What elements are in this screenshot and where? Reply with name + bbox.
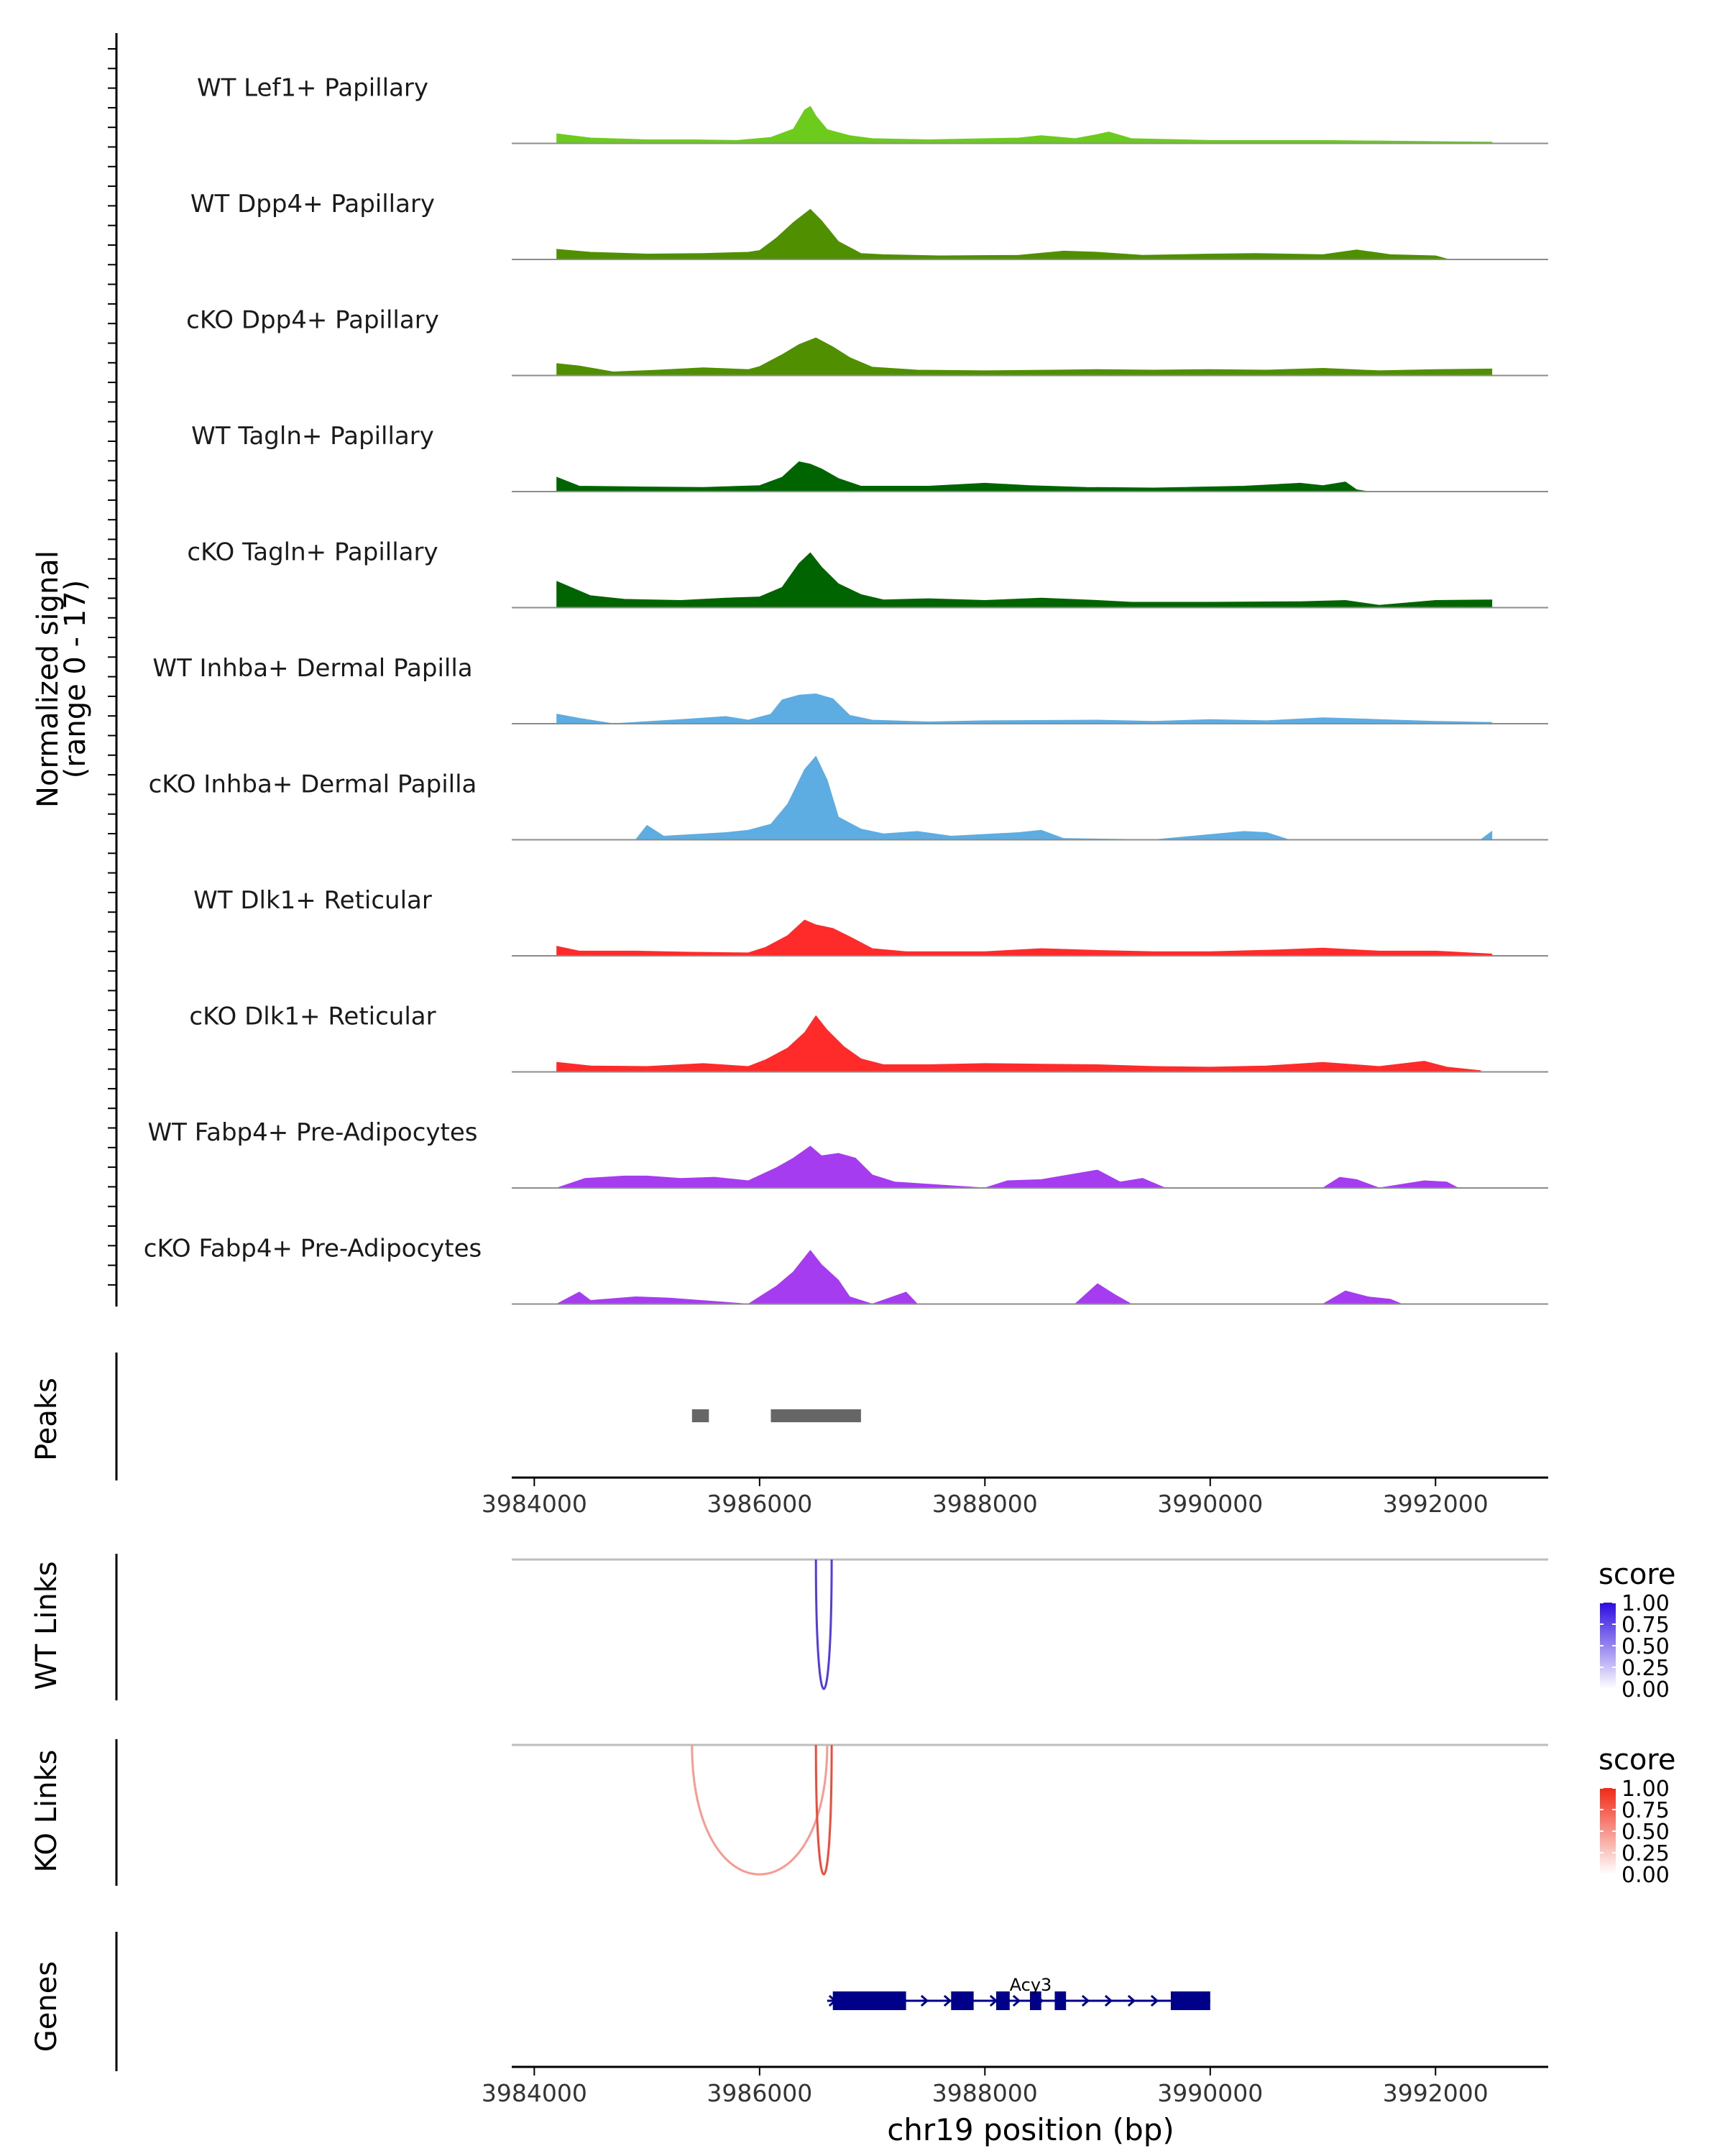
x-axis-title: chr19 position (bp) [887,2112,1174,2147]
coverage-y-axis-label-line1: Normalized signal [32,550,65,808]
coverage-track-label: WT Fabp4+ Pre-Adipocytes [148,1118,478,1147]
peak-interval [691,1409,709,1422]
gene-strand-arrow [1104,1994,1113,2007]
legend-tick-label: 0.75 [1622,1798,1670,1823]
coverage-area-9 [556,1015,1481,1072]
genes-track-label: Genes [30,1961,63,2052]
legend-tick-label: 0.25 [1622,1656,1670,1681]
coverage-tracks: WT Lef1+ Papillary WT Dpp4+ Papillary cKO … [108,33,1548,1307]
coverage-track-label: cKO Dlk1+ Reticular [189,1003,436,1031]
gene-exon [995,1991,1010,2010]
x-axis-top: 3984000 3986000 3988000 3990000 3992000 [482,1476,1548,1518]
coverage-area-5 [556,552,1493,608]
x-axis-tick-label: 3992000 [1383,2079,1489,2107]
legend-colorbar [1600,1788,1616,1874]
coverage-track-label: cKO Fabp4+ Pre-Adipocytes [144,1235,482,1263]
coverage-area-10 [556,1146,1492,1189]
wt-links-track-label: WT Links [30,1561,63,1690]
gene-strand-arrow [1081,1994,1090,2007]
coverage-area-6 [556,693,1493,724]
coverage-track-label: cKO Dpp4+ Papillary [186,306,439,335]
ko-links-track [115,1739,1548,1886]
gene-strand-arrow [920,1994,929,2007]
x-axis-tick-label: 3990000 [1157,2079,1263,2107]
peaks-track-label: Peaks [30,1378,63,1461]
peaks-track [115,1353,861,1480]
genes-track [115,1932,1210,2071]
x-axis-tick-label: 3992000 [1383,1490,1489,1518]
legend-tick-label: 0.50 [1622,1820,1670,1845]
gene-exon [951,1991,974,2010]
legend-title: score [1598,1743,1675,1777]
coverage-area-4 [556,461,1368,492]
legend-tick-label: 1.00 [1622,1591,1670,1616]
x-axis-tick-label: 3988000 [932,2079,1038,2107]
link-arc [814,1559,833,1690]
ko-links-track-label: KO Links [30,1750,63,1873]
gene-strand-arrow [989,1994,998,2007]
coverage-track-label: cKO Tagln+ Papillary [187,538,438,567]
coverage-area-2 [556,208,1448,260]
link-arc [691,1744,829,1876]
coverage-track-label: WT Tagln+ Papillary [191,422,434,451]
legend-tick-label: 0.00 [1622,1677,1670,1703]
gene-exon [1170,1991,1210,2010]
x-axis-tick-label: 3984000 [482,1490,587,1518]
wt-links-track [115,1554,1548,1700]
x-axis-tick-label: 3988000 [932,1490,1038,1518]
coverage-track-label: WT Inhba+ Dermal Papilla [152,654,472,683]
coverage-track-label: cKO Inhba+ Dermal Papilla [149,770,477,799]
legend-tick-label: 0.00 [1622,1863,1670,1888]
gene-strand-arrow [1127,1994,1136,2007]
gene-exon [1054,1991,1067,2010]
gene-exon [832,1991,906,2010]
gene-strand-arrow [943,1994,952,2007]
coverage-track-label: WT Dpp4+ Papillary [190,190,435,218]
coverage-track-label: WT Dlk1+ Reticular [193,886,432,915]
gene-exon [1030,1991,1041,2010]
coverage-area-11 [556,1250,1492,1305]
legend-tick-label: 0.50 [1622,1634,1670,1659]
gene-strand-arrow [1150,1994,1159,2007]
coverage-track-label: WT Lef1+ Papillary [197,74,428,103]
gene-strand-arrow [1012,1994,1021,2007]
gene-name-label: Acy3 [1010,1975,1052,1995]
x-axis-tick-label: 3990000 [1157,1490,1263,1518]
legend-title: score [1598,1558,1675,1591]
peak-interval [770,1409,861,1422]
coverage-y-axis-label-line2: (range 0 - 17) [59,580,92,778]
legend-tick-label: 0.75 [1622,1613,1670,1638]
x-axis-bottom: 3984000 3986000 3988000 3990000 3992000 [482,2065,1548,2107]
coverage-area-1 [556,106,1493,144]
score-legends: score1.000.750.500.250.00score1.000.750.… [1598,1558,1675,1888]
legend-colorbar [1600,1603,1616,1689]
legend-tick-label: 1.00 [1622,1777,1670,1802]
x-axis-tick-label: 3984000 [482,2079,587,2107]
coverage-area-3 [556,337,1493,376]
link-arc [814,1744,833,1876]
coverage-area-8 [556,919,1493,957]
coverage-area-7 [556,755,1493,841]
legend-tick-label: 0.25 [1622,1841,1670,1866]
x-axis-tick-label: 3986000 [707,2079,812,2107]
x-axis-tick-label: 3986000 [707,1490,812,1518]
